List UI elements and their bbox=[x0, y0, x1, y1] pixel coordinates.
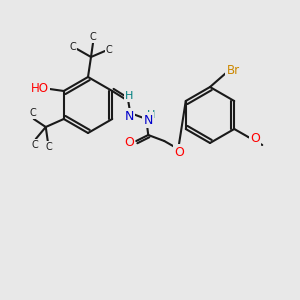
Text: H: H bbox=[147, 110, 155, 120]
Text: O: O bbox=[174, 146, 184, 158]
Text: C: C bbox=[90, 32, 96, 42]
Text: O: O bbox=[250, 133, 260, 146]
Text: Br: Br bbox=[226, 64, 240, 77]
Text: O: O bbox=[124, 136, 134, 148]
Text: HO: HO bbox=[31, 82, 49, 94]
Text: H: H bbox=[125, 91, 134, 101]
Text: N: N bbox=[144, 113, 153, 127]
Text: C: C bbox=[106, 45, 112, 55]
Text: C: C bbox=[45, 142, 52, 152]
Text: C: C bbox=[70, 42, 76, 52]
Text: C: C bbox=[29, 108, 36, 118]
Text: N: N bbox=[124, 110, 134, 122]
Text: C: C bbox=[32, 140, 38, 150]
